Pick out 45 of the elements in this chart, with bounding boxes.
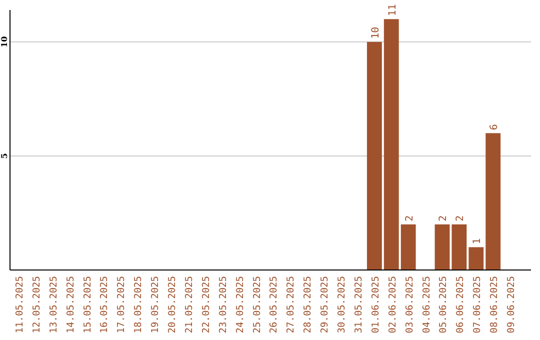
bar [468,247,484,270]
x-tick-label: 08.06.2025 [489,276,500,334]
x-tick-label: 24.05.2025 [234,276,246,334]
x-tick-label: 28.05.2025 [302,276,314,334]
data-label: 2 [404,215,416,222]
x-tick-label: 07.06.2025 [472,276,484,334]
x-tick-label: 16.05.2025 [99,276,110,334]
bar [486,133,501,270]
x-tick-label: 03.06.2025 [404,276,416,334]
data-label: 10 [370,26,382,39]
x-tick-label: 27.05.2025 [286,276,297,334]
x-tick-label: 11.05.2025 [14,276,26,334]
x-tick-label: 17.05.2025 [116,276,128,334]
x-tick-label: 31.05.2025 [353,276,364,334]
x-tick-label: 12.05.2025 [31,276,42,334]
data-label: 6 [489,124,500,130]
bar [434,224,450,270]
x-tick-label: 21.05.2025 [184,276,195,334]
bar [384,19,399,270]
y-tick-label: 5 [0,153,9,159]
x-tick-label: 04.06.2025 [421,276,432,334]
x-tick-label: 18.05.2025 [133,276,144,334]
x-tick-label: 30.05.2025 [336,276,348,334]
data-label: 11 [387,4,398,16]
bar [366,42,382,270]
x-tick-label: 05.06.2025 [438,276,450,334]
bar [400,224,416,270]
data-label: 1 [472,238,484,244]
x-tick-label: 02.06.2025 [387,276,398,334]
x-tick-label: 06.06.2025 [455,276,466,334]
bar [452,224,467,270]
x-tick-label: 20.05.2025 [167,276,178,334]
x-tick-label: 14.05.2025 [65,276,76,334]
data-label: 2 [455,215,466,222]
data-label: 2 [438,215,450,222]
x-tick-label: 23.05.2025 [218,276,229,334]
x-tick-label: 13.05.2025 [48,276,60,334]
x-tick-label: 15.05.2025 [82,276,94,334]
x-tick-label: 19.05.2025 [150,276,162,334]
x-tick-label: 26.05.2025 [268,276,280,334]
x-tick-label: 09.06.2025 [506,276,518,334]
x-tick-label: 01.06.2025 [370,276,382,334]
x-tick-label: 25.05.2025 [252,276,263,334]
x-tick-label: 29.05.2025 [320,276,331,334]
x-tick-label: 22.05.2025 [200,276,212,334]
